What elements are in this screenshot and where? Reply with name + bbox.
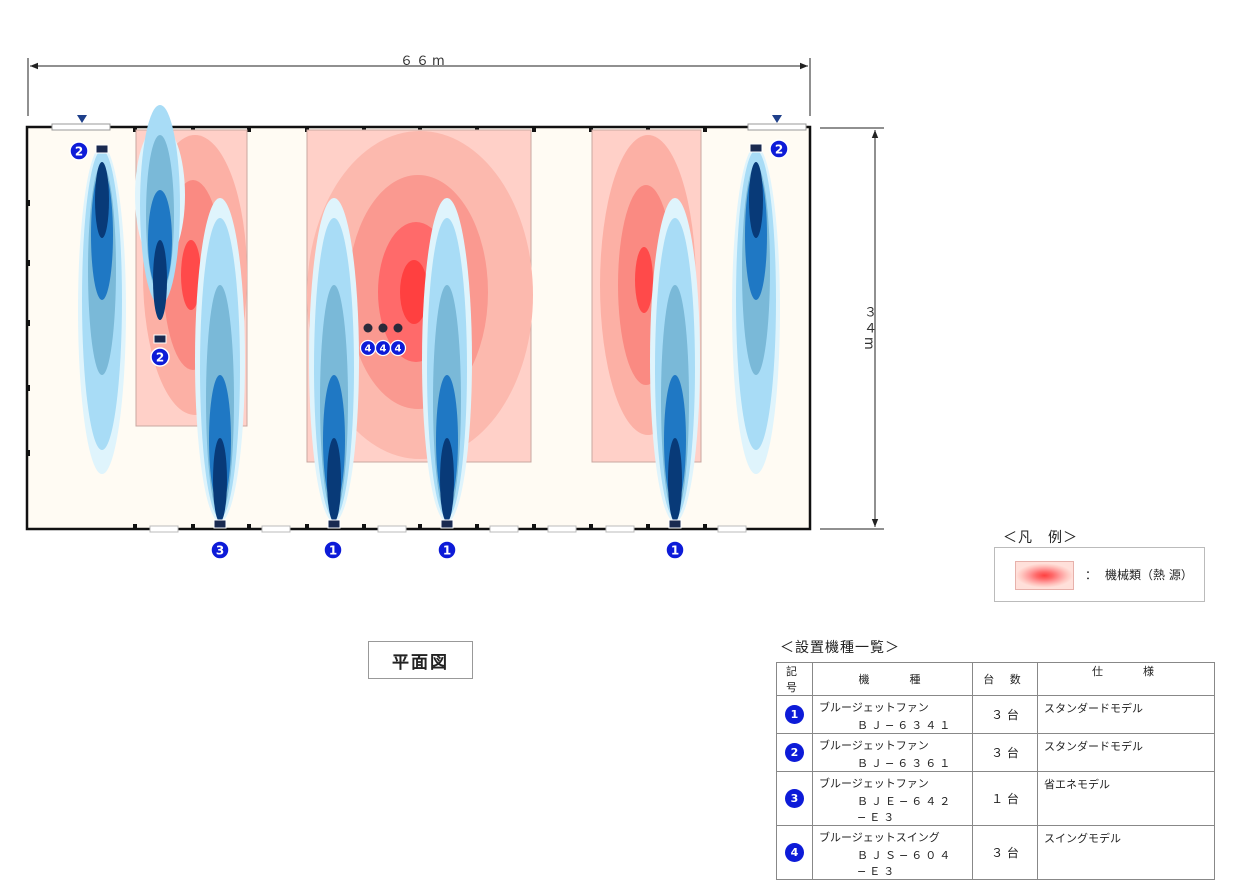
row-model-number: ＢＪ−６３６１ (857, 757, 954, 770)
airflow-top-right (732, 146, 780, 474)
row-product-name: ブルージェットスイング (819, 831, 940, 844)
badge-top-left: 2 (69, 141, 89, 161)
dimension-lines (27, 58, 884, 530)
row-symbol-badge: 3 (785, 789, 804, 808)
row-product-name: ブルージェットファン (819, 739, 929, 752)
table-row: 4 ブルージェットスイング ＢＪＳ−６０４−Ｅ３ ３ 台 スイングモデル (776, 825, 1215, 880)
table-row: 1 ブルージェットファン ＢＪ−６３４１ ３ 台 スタンダードモデル (776, 695, 1215, 734)
legend-label: 機械類（熱 源） (1105, 568, 1193, 582)
row-spec: スイングモデル (1044, 832, 1121, 845)
row-spec: スタンダードモデル (1044, 740, 1143, 753)
row-model-number: ＢＪ−６３４１ (857, 719, 954, 732)
row-count: １ 台 (972, 771, 1038, 826)
badge-bottom-1a-label: 1 (329, 544, 337, 558)
badge-bottom-3: 3 (210, 540, 230, 560)
row-symbol-badge: 2 (785, 743, 804, 762)
heat-source-swatch (1015, 561, 1074, 590)
airflow-mid-left (135, 105, 185, 320)
row-count: ３ 台 (972, 733, 1038, 772)
row-model-number: ＢＪＥ−６４２−Ｅ３ (857, 795, 954, 824)
badge-mid-left: 2 (150, 347, 170, 367)
airflow-bottom-3 (195, 198, 245, 522)
table-row: 3 ブルージェットファン ＢＪＥ−６４２−Ｅ３ １ 台 省エネモデル (776, 771, 1215, 826)
row-product-name: ブルージェットファン (819, 701, 929, 714)
row-symbol-badge: 1 (785, 705, 804, 724)
row-symbol-badge: 4 (785, 843, 804, 862)
airflow-bottom-1c (650, 198, 700, 522)
fan-units (95, 143, 763, 529)
row-model-number: ＢＪＳ−６０４−Ｅ３ (857, 849, 954, 878)
height-dimension-label: ３４m (861, 305, 876, 353)
badge-top-left-label: 2 (75, 145, 83, 159)
badge-center-4a: 4 (359, 339, 377, 357)
row-count: ３ 台 (972, 825, 1038, 880)
badge-center-4b: 4 (374, 339, 392, 357)
wall-openings (51, 123, 807, 533)
table-header-row: 記 号 機 種 台 数 仕 様 (776, 662, 1215, 696)
badge-center-4b-label: 4 (380, 344, 387, 355)
header-spec: 仕 様 (1037, 662, 1215, 696)
table-row: 2 ブルージェットファン ＢＪ−６３６１ ３ 台 スタンダードモデル (776, 733, 1215, 772)
airflow-bottom-1a (309, 198, 359, 522)
badge-center-4a-label: 4 (365, 344, 372, 355)
header-count: 台 数 (972, 662, 1038, 696)
equipment-table: 記 号 機 種 台 数 仕 様 1 ブルージェットファン ＢＪ−６３４１ ３ 台… (776, 662, 1215, 880)
badge-bottom-1b-label: 1 (443, 544, 451, 558)
width-dimension-label: ６６m (400, 54, 448, 69)
legend-title: ＜凡 例＞ (1003, 530, 1078, 546)
badge-bottom-1c-label: 1 (671, 544, 679, 558)
swing-fan-units (363, 323, 403, 333)
badge-center-4c-label: 4 (395, 344, 402, 355)
floor-plan: 2 2 2 3 1 1 1 4 4 4 (25, 58, 884, 560)
badge-bottom-3-label: 3 (216, 544, 224, 558)
row-spec: 省エネモデル (1044, 778, 1110, 791)
header-model: 機 種 (812, 662, 973, 696)
header-symbol: 記 号 (776, 662, 813, 696)
airflow-bottom-1b (422, 198, 472, 522)
badge-bottom-1b: 1 (437, 540, 457, 560)
badge-center-4c: 4 (389, 339, 407, 357)
badge-top-right-label: 2 (775, 143, 783, 157)
legend: ： 機械類（熱 源） (994, 547, 1205, 602)
entrance-markers (77, 115, 782, 123)
badge-top-right: 2 (769, 139, 789, 159)
badge-bottom-1c: 1 (665, 540, 685, 560)
badge-mid-left-label: 2 (156, 351, 164, 365)
airflow-top-left (78, 146, 126, 474)
plan-title: 平面図 (368, 641, 473, 679)
row-spec: スタンダードモデル (1044, 702, 1143, 715)
badge-bottom-1a: 1 (323, 540, 343, 560)
equipment-table-title: ＜設置機種一覧＞ (780, 640, 900, 656)
row-count: ３ 台 (972, 695, 1038, 734)
legend-colon: ： (1085, 568, 1098, 582)
row-product-name: ブルージェットファン (819, 777, 929, 790)
